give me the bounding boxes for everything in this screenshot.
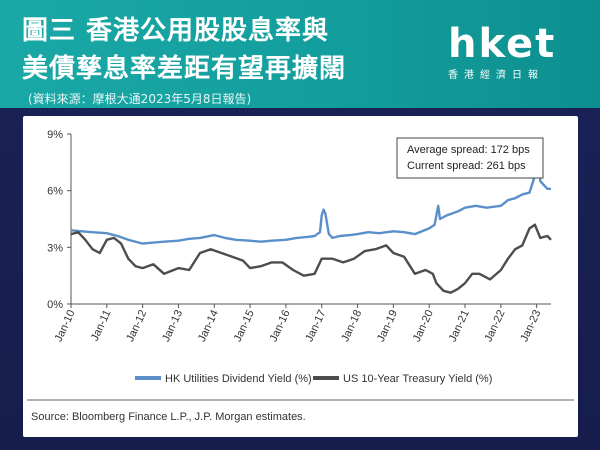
y-tick-label: 0% [47,299,63,311]
x-tick-label: Jan-17 [303,308,328,344]
x-tick-label: Jan-21 [447,308,472,344]
x-tick-label: Jan-13 [160,308,185,344]
x-tick-label: Jan-22 [482,308,507,344]
page-title-line1: 圖三 香港公用股股息率與 [22,16,330,46]
x-tick-label: Jan-18 [339,308,364,344]
x-tick-label: Jan-12 [124,308,149,344]
chart-svg: 0% 3% 6% 9% Jan-10 Jan-11 Jan-12 Jan-13 Jan-14 Ja… [27,129,574,423]
y-tick-label: 6% [47,186,63,198]
x-tick-label: Jan-16 [268,308,293,344]
x-tick-label: Jan-11 [89,308,114,343]
x-tick-label: Jan-19 [375,308,400,344]
header-band [0,0,600,108]
y-tick-label: 3% [47,242,63,254]
x-tick-label: Jan-14 [196,308,221,344]
page-title-line2: 美債孳息率差距有望再擴闊 [22,54,347,84]
legend-label-us: US 10-Year Treasury Yield (%) [343,373,492,385]
annotation-text: Current spread: 261 bps [407,160,526,172]
series-line-us [70,223,552,294]
legend-label-hk: HK Utilities Dividend Yield (%) [165,373,312,385]
annotation-box [396,137,544,179]
chart-card: 0% 3% 6% 9% Jan-10 Jan-11 Jan-12 Jan-13 Jan-14 Ja… [23,116,578,437]
y-tick-label: 9% [47,129,63,141]
logo-word: hket [448,21,557,67]
hket-logo: hket 香港經濟日報 [448,24,578,84]
logo-sub: 香港經濟日報 [448,70,544,81]
x-tick-label: Jan-20 [411,308,436,344]
source-note: (資料來源：摩根大通2023年5月8日報告) [28,92,252,106]
chart-source: Source: Bloomberg Finance L.P., J.P. Mor… [31,411,306,423]
x-tick-label: Jan-23 [518,308,543,344]
series-line-hk [70,155,551,245]
x-tick-label: Jan-10 [53,308,78,344]
x-tick-label: Jan-15 [232,308,257,344]
annotation-text: Average spread: 172 bps [407,144,530,156]
